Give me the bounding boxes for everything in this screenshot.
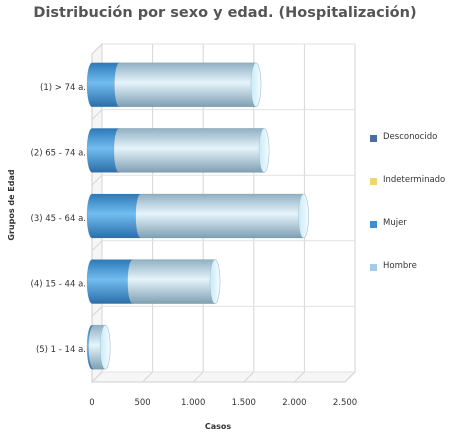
x-tick-label: 2.500	[333, 398, 357, 408]
legend-swatch	[370, 221, 377, 228]
grid-line	[142, 371, 153, 383]
chart-title: Distribución por sexo y edad. (Hospitali…	[33, 5, 417, 21]
y-tick-label: (1) > 74 a.	[40, 83, 86, 93]
category-separator	[91, 371, 103, 383]
x-tick-label: 1.500	[232, 398, 256, 408]
tick-labels: 0 500 1.000 1.500 2.000 2.500 (1) > 74 a. (2) 6…	[31, 83, 358, 408]
legend-label: Desconocido	[383, 132, 438, 142]
x-tick-label: 2.000	[282, 398, 306, 408]
bar-end-cap	[209, 259, 221, 304]
bar-hombre[interactable]	[114, 62, 262, 108]
legend-item[interactable]: Indeterminado	[370, 168, 448, 211]
category-separator	[91, 174, 103, 186]
y-tick-label: (4) 15 - 44 a.	[31, 280, 86, 290]
grid-line	[192, 371, 204, 383]
bar-hombre[interactable]	[135, 193, 309, 239]
y-tick-label: (2) 65 - 74 a.	[31, 148, 86, 158]
bar-end-cap	[258, 128, 270, 173]
grid-line	[294, 371, 305, 383]
legend-swatch	[370, 264, 377, 271]
bar-end-cap	[298, 193, 309, 239]
category-separator	[91, 306, 103, 317]
bar-end-cap	[99, 324, 111, 370]
legend-swatch	[370, 135, 377, 142]
bars	[86, 62, 309, 370]
bar-hombre[interactable]	[113, 128, 270, 173]
floor	[90, 371, 357, 383]
legend-swatch	[370, 178, 377, 185]
bar-end-cap	[250, 62, 262, 108]
x-axis-title: Casos	[205, 422, 232, 431]
legend-item[interactable]: Mujer	[370, 211, 448, 254]
legend-label: Hombre	[383, 261, 417, 271]
legend-label: Mujer	[383, 218, 407, 228]
legend-label: Indeterminado	[383, 175, 446, 185]
y-tick-label: (5) 1 - 14 a.	[36, 345, 86, 355]
category-separator	[91, 43, 103, 55]
bar-hombre[interactable]	[127, 259, 221, 304]
legend: Desconocido Indeterminado Mujer Hombre	[370, 125, 448, 297]
legend-item[interactable]: Desconocido	[370, 125, 448, 168]
grid-line	[243, 371, 255, 383]
grid-line	[344, 371, 356, 383]
category-separator	[91, 109, 103, 120]
x-tick-label: 0	[89, 398, 94, 408]
y-axis-title: Grupos de Edad	[7, 169, 16, 241]
x-tick-label: 1.000	[181, 398, 205, 408]
category-separator	[91, 240, 103, 252]
y-tick-label: (3) 45 - 64 a.	[31, 214, 86, 224]
x-tick-label: 500	[134, 398, 150, 408]
legend-item[interactable]: Hombre	[370, 254, 448, 297]
